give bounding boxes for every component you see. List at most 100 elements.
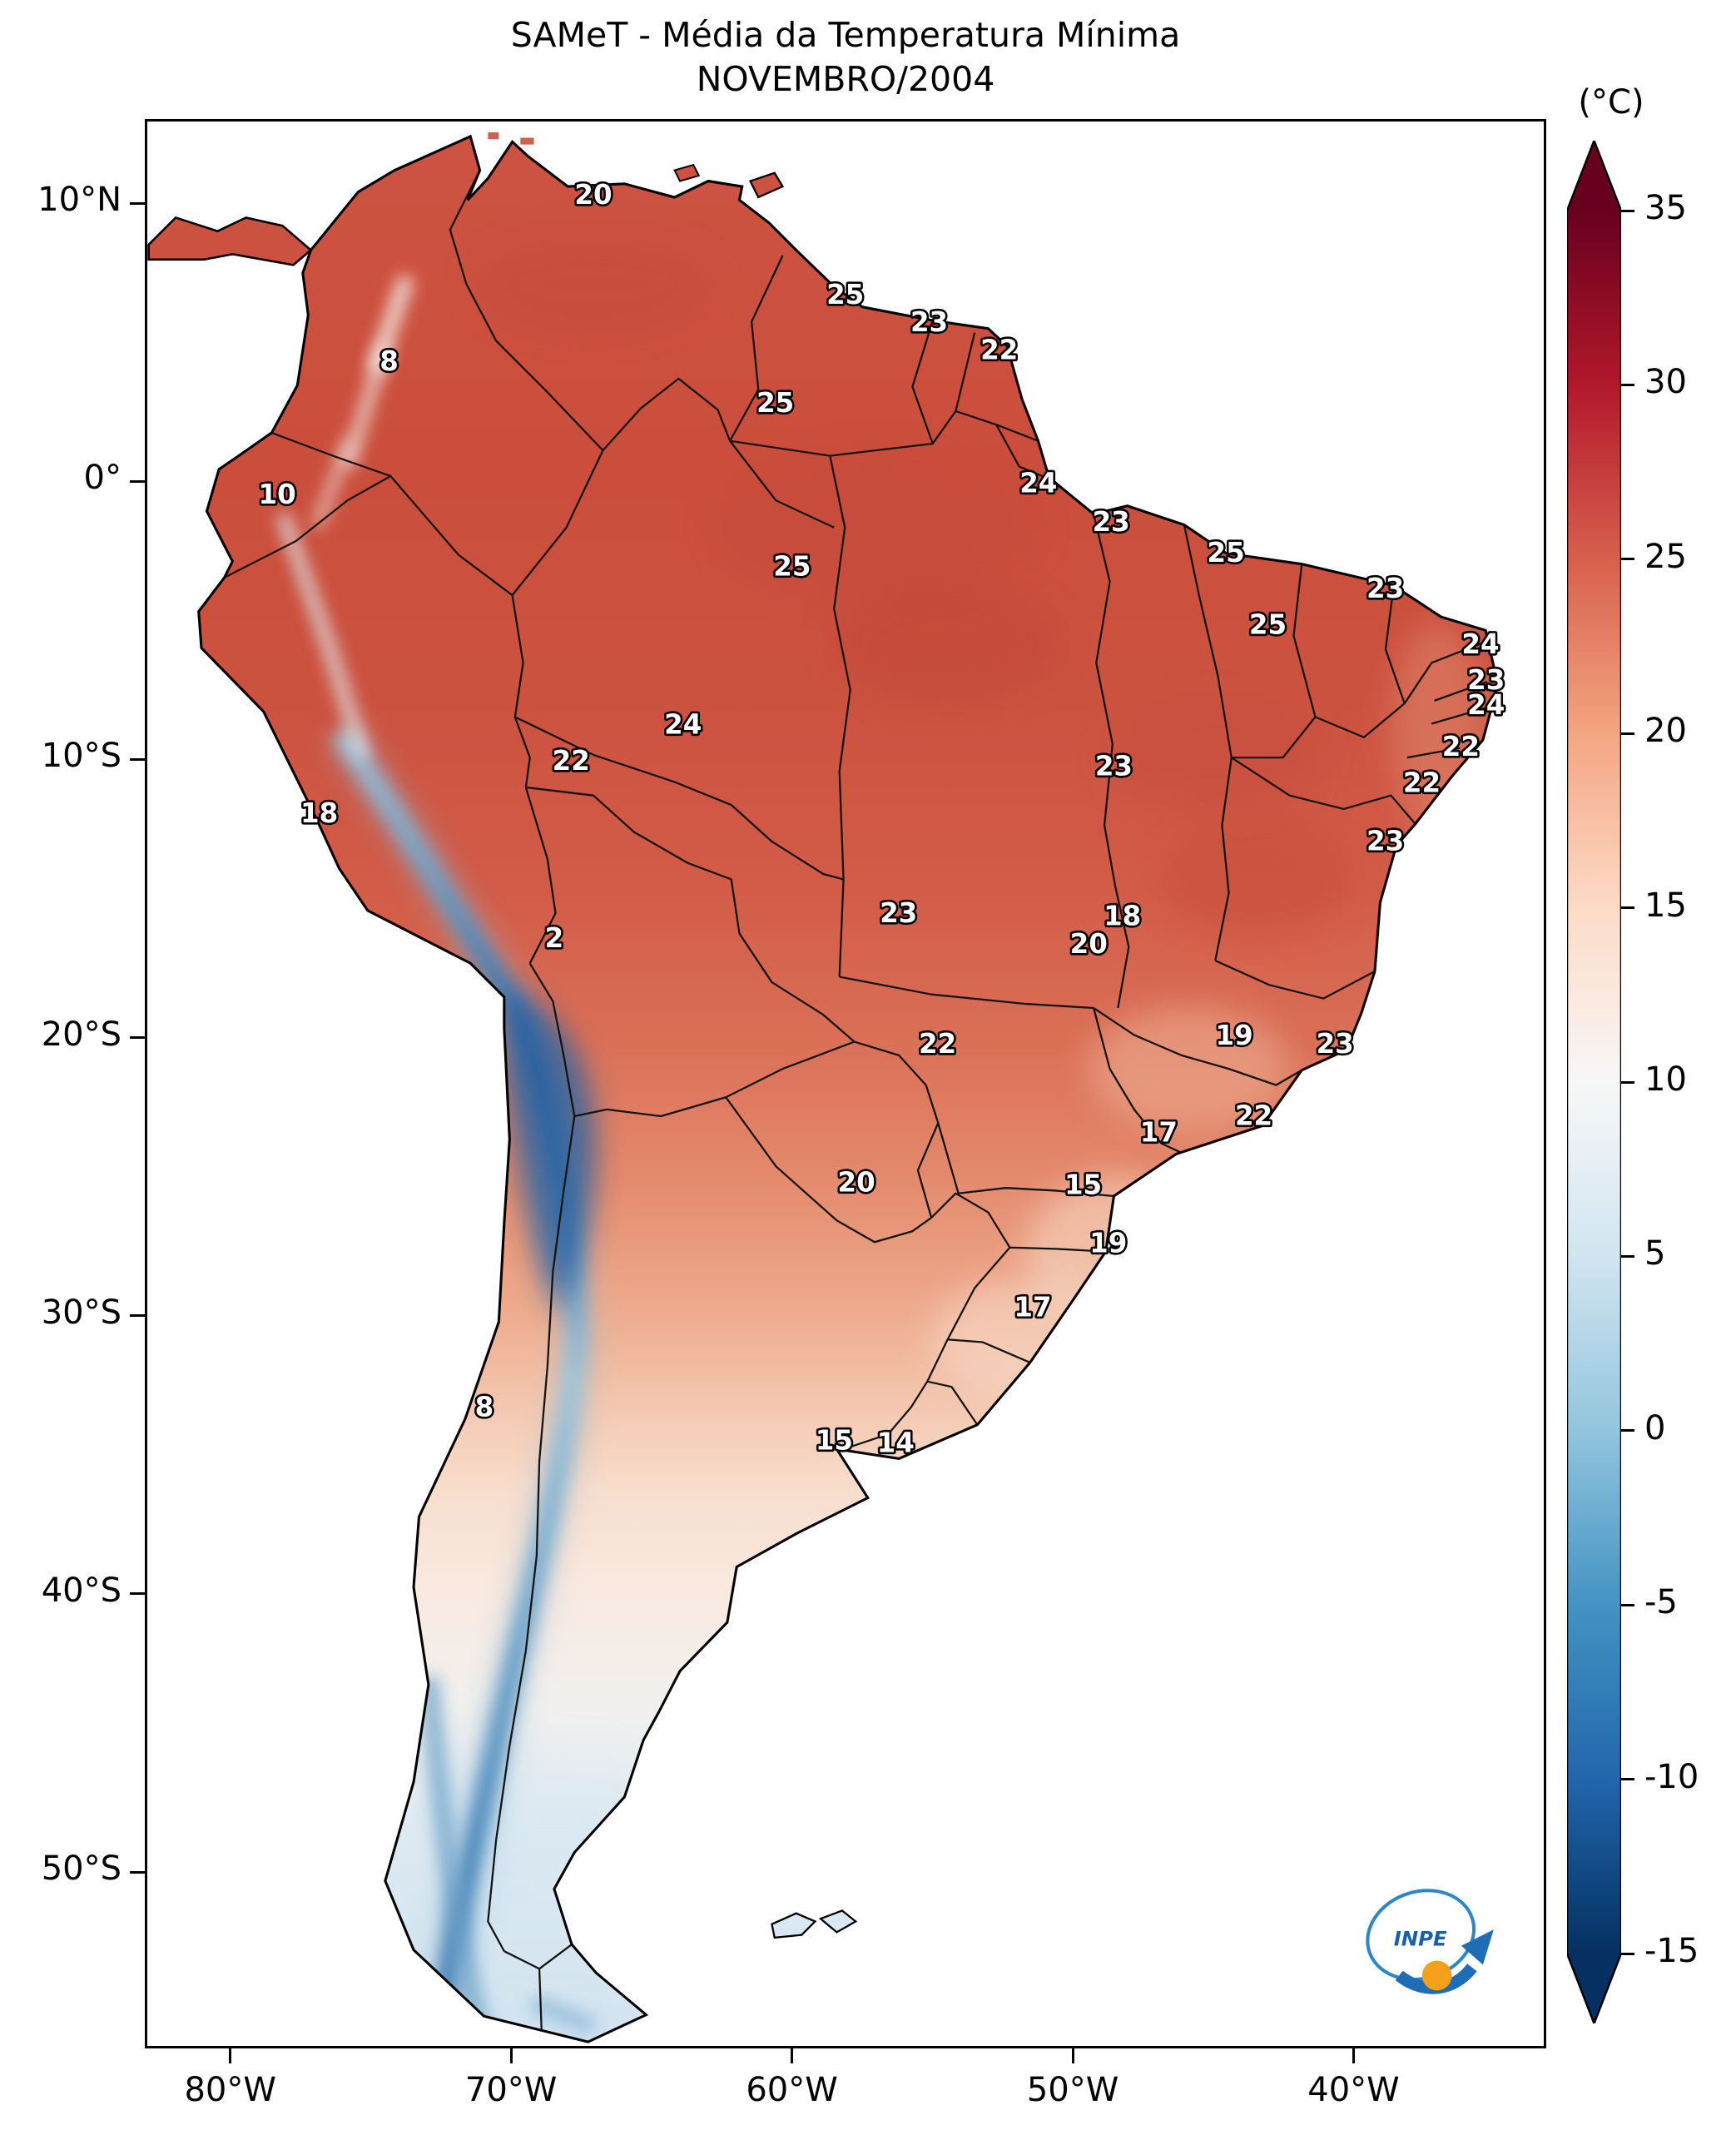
temperature-label: 22	[919, 1028, 956, 1060]
lon-tick-label: 70°W	[464, 2071, 558, 2109]
temperature-label: 23	[1317, 1028, 1354, 1060]
colorbar-tick-mark	[1621, 732, 1634, 735]
lon-tick-label: 50°W	[1026, 2071, 1119, 2109]
colombia-andes-ridge	[310, 437, 355, 530]
trinidad-island	[748, 171, 785, 199]
lat-tick-mark	[130, 1314, 145, 1318]
temperature-label: 25	[773, 550, 811, 582]
warm-patch	[715, 453, 1040, 603]
colorbar-tick-label: 0	[1644, 1408, 1666, 1447]
lon-tick-label: 60°W	[746, 2071, 838, 2109]
lat-tick-mark	[130, 1036, 145, 1040]
inpe-logo-text: INPE	[1394, 1927, 1447, 1951]
lat-tick-mark	[130, 757, 145, 761]
lon-tick-mark	[1071, 2048, 1074, 2063]
temperature-label: 14	[877, 1427, 915, 1459]
panama-strip	[147, 216, 313, 266]
temperature-label: 23	[1366, 573, 1404, 604]
lat-tick-label: 40°S	[41, 1571, 122, 1610]
temperature-label: 23	[1095, 750, 1133, 782]
temperature-label: 17	[1014, 1291, 1051, 1323]
temperature-label: 18	[1104, 900, 1141, 931]
temperature-label: 23	[1467, 664, 1505, 696]
andes-cold-band	[331, 727, 588, 2043]
temperature-label: 25	[1207, 537, 1244, 568]
temperature-label: 10	[258, 479, 295, 510]
lat-tick-mark	[130, 1870, 145, 1874]
temperature-label: 22	[1235, 1100, 1272, 1131]
colorbar-tick-mark	[1621, 1080, 1634, 1084]
continent-fill	[198, 136, 1498, 2043]
lat-tick-label: 10°N	[37, 181, 122, 220]
temperature-label: 17	[1140, 1116, 1178, 1148]
colorbar-tick-mark	[1621, 209, 1634, 212]
colorbar-tick-label: 10	[1644, 1060, 1687, 1099]
warm-patch	[1161, 818, 1351, 941]
temperature-label: 8	[475, 1391, 494, 1422]
colorbar-tick-label: 15	[1644, 886, 1687, 925]
temperature-label: 24	[664, 709, 702, 741]
colorbar-tick-label: 25	[1644, 537, 1687, 576]
colorbar-tick-mark	[1621, 906, 1634, 910]
colorbar-unit-label: (°C)	[1578, 83, 1644, 122]
colorbar-tick-label: 5	[1644, 1234, 1666, 1274]
temperature-label: 15	[1064, 1169, 1102, 1201]
altiplano-cold-patch	[501, 987, 597, 1316]
cool-patch	[1086, 1007, 1290, 1130]
lat-tick-label: 50°S	[41, 1849, 122, 1889]
inpe-arrowhead-icon	[1461, 1929, 1494, 1965]
temperature-label: 20	[1070, 928, 1108, 960]
temperature-label: 19	[1216, 1020, 1253, 1051]
temperature-label: 23	[880, 897, 917, 929]
temperature-label: 25	[826, 279, 864, 310]
temperature-label: 15	[816, 1424, 853, 1456]
colorbar-tick-mark	[1621, 1603, 1634, 1606]
map-subtitle: NOVEMBRO/2004	[696, 59, 995, 99]
temperature-label: 24	[1467, 689, 1505, 721]
colorbar-tick-label: 35	[1644, 189, 1687, 227]
lat-tick-label: 10°S	[41, 737, 122, 776]
warm-patch	[1107, 703, 1324, 812]
colorbar-graphic	[1567, 141, 1621, 2023]
colorbar-tick-label: 30	[1644, 363, 1687, 402]
colorbar-tick-mark	[1621, 1429, 1634, 1432]
temperature-label: 23	[1093, 506, 1130, 538]
colorbar-arrow-bottom	[1567, 1954, 1621, 2023]
temperature-label: 24	[1461, 628, 1499, 660]
inpe-sun-icon	[1421, 1960, 1452, 1991]
lat-tick-label: 20°S	[41, 1015, 122, 1054]
borders-layer	[224, 170, 1488, 2043]
colorbar-tick-mark	[1621, 558, 1634, 561]
colorbar-tick-label: 20	[1644, 712, 1687, 751]
lat-tick-mark	[130, 1592, 145, 1596]
temperature-label: 25	[756, 387, 794, 419]
colorbar-arrow-top	[1567, 141, 1621, 211]
lat-tick-mark	[130, 201, 145, 205]
map-title: SAMeT - Média da Temperatura Mínima	[510, 15, 1181, 55]
ecuador-andes-ridge	[275, 511, 370, 760]
temperature-label: 22	[1403, 767, 1441, 798]
colorbar-tick-mark	[1621, 1778, 1634, 1781]
colorbar-tick-mark	[1621, 383, 1634, 386]
lon-tick-mark	[229, 2048, 232, 2063]
lon-tick-mark	[1352, 2048, 1355, 2063]
temperature-label: 18	[300, 797, 338, 829]
lat-tick-mark	[130, 479, 145, 483]
warm-patch	[830, 581, 1060, 704]
tierra-del-fuego-cold-band	[529, 1994, 597, 2035]
temperature-label: 23	[1366, 826, 1404, 857]
colorbar-tick-mark	[1621, 1952, 1634, 1955]
temperature-label: 23	[910, 306, 948, 338]
internal-borders	[224, 170, 1488, 2043]
colorbar-body	[1567, 211, 1621, 1954]
falkland-islands	[771, 1909, 858, 1939]
colorbar-tick-label: -5	[1644, 1583, 1678, 1622]
temperature-label: 22	[553, 745, 590, 777]
map-plot-area: 20 8 25 23 22 25 10 24 23 25 23 25 25 24 23 24 22 24 22 23 2…	[145, 119, 1546, 2048]
colombia-andes-ridge	[341, 343, 391, 469]
colorbar-tick-mark	[1621, 1254, 1634, 1258]
temperature-label: 20	[574, 179, 612, 211]
